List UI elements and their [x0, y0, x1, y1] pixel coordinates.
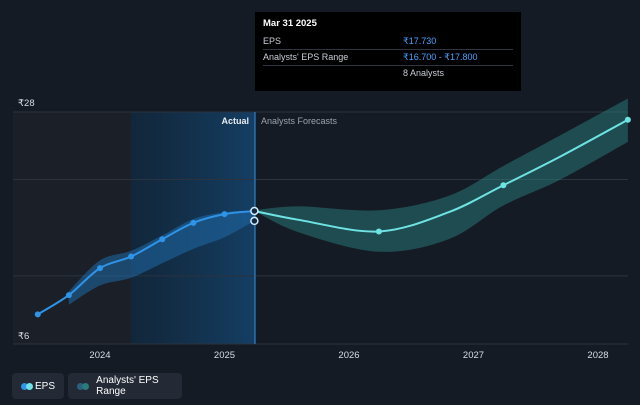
tooltip-row: Analysts' EPS Range ₹16.700 - ₹17.800 [263, 50, 513, 66]
tooltip-row: EPS ₹17.730 [263, 34, 513, 50]
eps-marker [97, 265, 103, 272]
eps-markers [34, 116, 631, 318]
tooltip-row: 8 Analysts [263, 66, 513, 80]
eps-marker [624, 116, 631, 123]
x-tick-label: 2027 [463, 350, 484, 361]
tooltip-value: ₹16.700 - ₹17.800 [403, 52, 478, 62]
y-axis: ₹28 ₹6 [18, 98, 35, 342]
eps-marker [500, 182, 507, 189]
legend-item-eps-range[interactable]: Analysts' EPS Range [68, 373, 182, 399]
eps-marker [159, 236, 166, 243]
x-tick-label: 2025 [214, 350, 235, 361]
tooltip-label: EPS [263, 36, 282, 46]
forecast-label: Analysts Forecasts [261, 116, 338, 126]
eps-marker [34, 311, 41, 318]
eps-marker [190, 219, 197, 226]
tooltip-value: 8 Analysts [403, 68, 445, 78]
x-tick-label: 2026 [338, 350, 359, 361]
eps-marker [128, 253, 135, 260]
eps-marker [375, 228, 382, 235]
eps-range-band [254, 98, 628, 252]
legend-label: Analysts' EPS Range [96, 375, 159, 397]
legend-label: EPS [34, 380, 55, 392]
tooltip-date: Mar 31 2025 [263, 18, 317, 29]
x-tick-label: 2028 [587, 350, 608, 361]
highlight-marker [250, 216, 259, 226]
actual-label: Actual [221, 116, 249, 126]
tooltip-label: Analysts' EPS Range [263, 52, 349, 62]
eps-range-band [68, 210, 255, 305]
gridlines [13, 111, 628, 345]
tooltip: Mar 31 2025 EPS ₹17.730 Analysts' EPS Ra… [255, 12, 521, 91]
x-axis: 2024 2025 2026 2027 2028 [89, 350, 608, 361]
eps-line [254, 118, 629, 233]
legend-item-eps[interactable]: EPS [12, 373, 64, 399]
eps-marker [221, 211, 228, 218]
chart-bg-past-band [13, 112, 131, 344]
eps-range-bands [68, 98, 628, 305]
tooltip-value: ₹17.730 [403, 36, 437, 46]
y-tick-label: ₹6 [18, 331, 29, 342]
x-tick-label: 2024 [89, 350, 110, 361]
highlight-marker [250, 206, 259, 216]
eps-marker [65, 292, 72, 299]
tooltip-label [263, 68, 403, 78]
eps-legend-swatch-icon [21, 382, 33, 390]
eps-range-legend-swatch-icon [77, 382, 89, 390]
y-tick-label: ₹28 [18, 98, 35, 109]
